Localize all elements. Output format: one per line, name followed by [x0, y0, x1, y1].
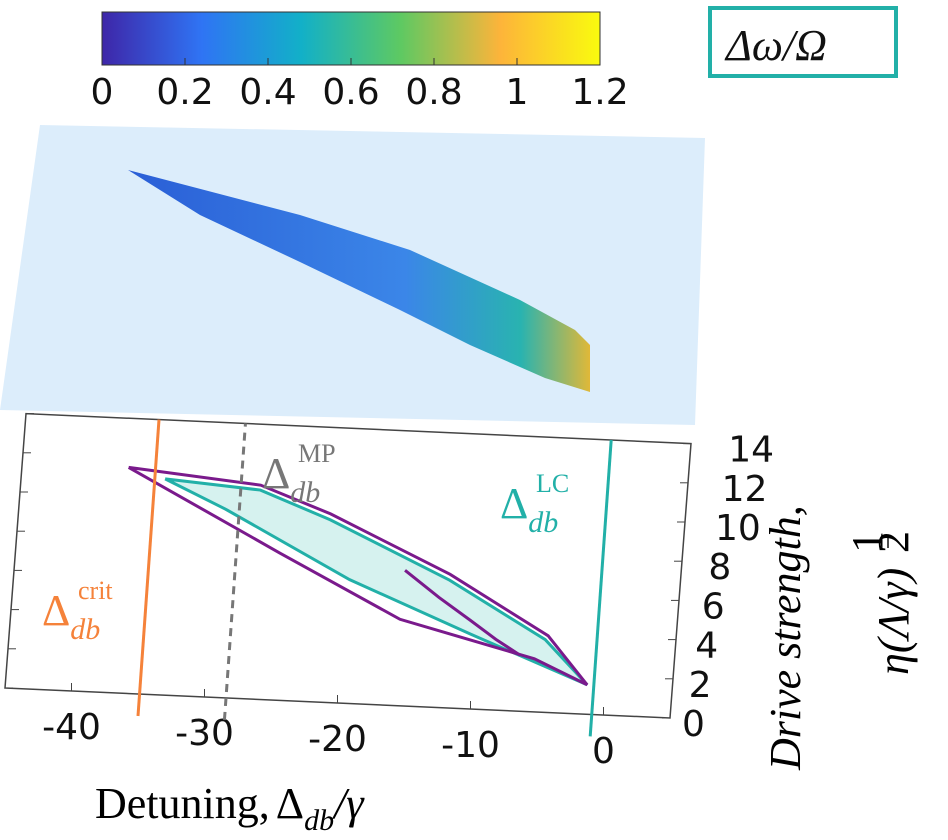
threshold-line [588, 439, 613, 737]
label-sub: db [290, 476, 320, 509]
colorbar-tick-label: 1 [506, 72, 529, 113]
label-sup: crit [78, 576, 113, 605]
label-sup: LC [536, 469, 569, 498]
label-base: Δ [42, 586, 70, 635]
x-axis-label: Detuning, Δdb/γ [95, 779, 365, 837]
label-sub: db [70, 613, 100, 646]
threshold-label: Δdb MP [262, 439, 336, 509]
y-tick-label: 12 [722, 469, 768, 510]
x-label-base: Δ [276, 779, 304, 828]
x-tick-label: 0 [592, 731, 615, 772]
y-tick-label: 8 [708, 547, 731, 588]
x-tick-label: -20 [308, 719, 367, 760]
x-tick-label: -10 [441, 725, 500, 766]
y-axis-label: Drive strength, η(Λ/γ) 12 [761, 505, 918, 771]
region-outline [164, 477, 589, 687]
colorbar-label: Δω/Ω [724, 21, 827, 70]
colorbar-tick-label: 1.2 [571, 72, 628, 113]
x-label-text: Detuning, [95, 779, 270, 828]
colorbar-label-part: Δω/Ω [724, 21, 827, 70]
x-label-rest: /γ [331, 779, 365, 828]
label-base: Δ [500, 479, 528, 528]
y-tick-label: 2 [689, 665, 712, 706]
label-sup: MP [298, 439, 336, 468]
colorbar-tick-label: 0.4 [239, 72, 296, 113]
x-label-sub: db [304, 804, 334, 837]
threshold-label: Δdb LC [500, 469, 569, 539]
y-tick-label: 10 [715, 508, 761, 549]
colorbar-tick-label: 0.2 [156, 72, 213, 113]
threshold-label: Δdb crit [42, 576, 113, 646]
label-sub: db [528, 506, 558, 539]
colorbar [101, 11, 601, 66]
y-tick-label: 6 [702, 586, 725, 627]
region-outline [127, 465, 589, 687]
colorbar-tick-label: 0.6 [322, 72, 379, 113]
y-tick-label: 0 [682, 704, 705, 745]
label-base: Δ [262, 449, 290, 498]
y-tick-label: 4 [695, 626, 718, 667]
surface-region [128, 170, 590, 392]
threshold-line [222, 423, 247, 721]
threshold-line [136, 419, 161, 717]
y-label-num: 1 [843, 531, 892, 553]
region-outline [404, 569, 521, 657]
x-tick-label: -40 [42, 707, 101, 748]
colorbar-tick-label: 0 [91, 72, 114, 113]
y-label-base: η(Λ/γ) [869, 568, 918, 675]
label-box [708, 6, 898, 78]
colorbar-tick-label: 0.8 [405, 72, 462, 113]
y-label-text: Drive strength, [761, 505, 810, 771]
y-tick-label: 14 [728, 430, 774, 471]
y-label-den: 2 [869, 531, 918, 553]
